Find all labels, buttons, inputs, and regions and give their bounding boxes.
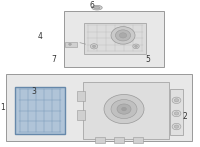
Text: 3: 3 [32, 87, 36, 96]
Circle shape [111, 27, 135, 44]
FancyBboxPatch shape [64, 11, 164, 67]
Circle shape [69, 43, 71, 45]
FancyBboxPatch shape [83, 82, 169, 139]
Circle shape [115, 30, 131, 41]
FancyBboxPatch shape [84, 23, 146, 54]
Text: 4: 4 [38, 32, 42, 41]
Text: 1: 1 [1, 103, 5, 112]
FancyBboxPatch shape [133, 137, 143, 143]
Text: 2: 2 [183, 112, 187, 121]
Circle shape [119, 33, 127, 38]
Circle shape [174, 125, 179, 128]
Text: 6: 6 [90, 1, 94, 10]
FancyBboxPatch shape [95, 137, 105, 143]
Ellipse shape [92, 5, 102, 10]
Circle shape [133, 44, 139, 49]
Circle shape [122, 107, 126, 111]
FancyBboxPatch shape [6, 74, 192, 141]
FancyBboxPatch shape [170, 89, 183, 135]
FancyBboxPatch shape [77, 110, 85, 120]
Circle shape [135, 45, 137, 47]
Circle shape [172, 110, 181, 117]
Text: 7: 7 [52, 55, 56, 64]
Circle shape [111, 100, 137, 118]
Text: 5: 5 [146, 55, 150, 64]
Ellipse shape [94, 6, 100, 9]
FancyBboxPatch shape [77, 91, 85, 101]
Circle shape [104, 95, 144, 124]
Circle shape [172, 97, 181, 103]
FancyBboxPatch shape [15, 87, 65, 134]
Circle shape [174, 99, 179, 102]
Circle shape [92, 45, 96, 47]
Circle shape [174, 112, 179, 115]
FancyBboxPatch shape [65, 41, 77, 47]
FancyBboxPatch shape [114, 137, 124, 143]
Circle shape [117, 104, 131, 114]
Circle shape [90, 44, 98, 49]
Circle shape [172, 123, 181, 130]
